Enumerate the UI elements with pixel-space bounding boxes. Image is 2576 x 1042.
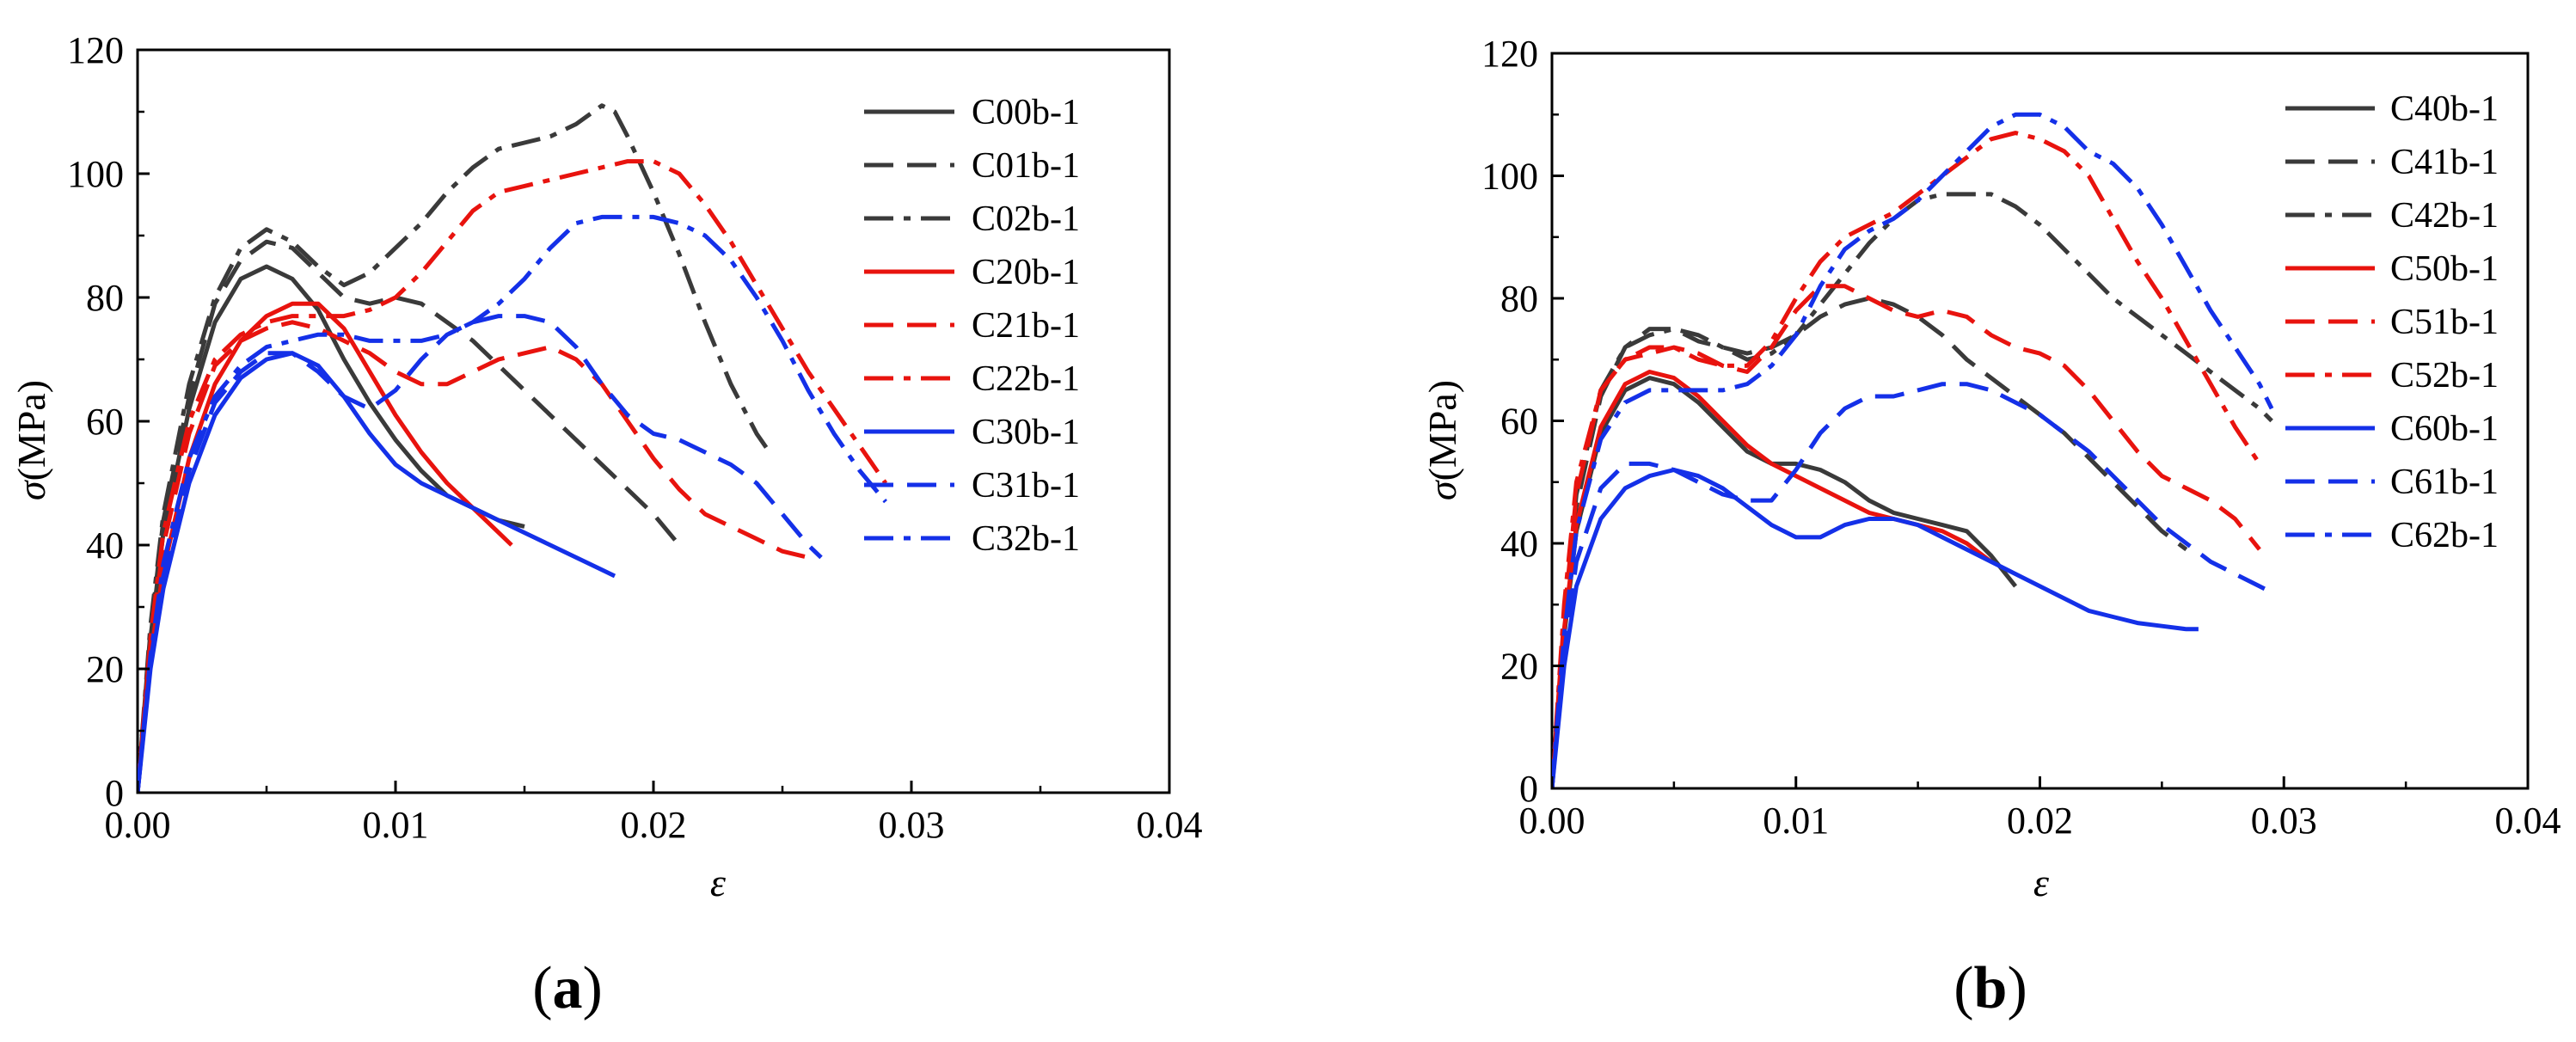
legend-label-C42b-1: C42b-1 — [2390, 196, 2499, 236]
panel-b-label: (b) — [1953, 955, 2027, 1021]
series-line-C60b-1 — [1552, 468, 2199, 788]
legend-label-C61b-1: C61b-1 — [2390, 463, 2499, 502]
panel-b-x-tick-label: 0.01 — [1763, 800, 1829, 842]
panel-b-x-tick-label: 0.04 — [2495, 800, 2561, 842]
legend-label-C31b-1: C31b-1 — [972, 466, 1080, 506]
panel-b-y-axis-unit: (MPa) — [1420, 380, 1464, 481]
series-line-C51b-1 — [1552, 284, 2261, 788]
panel-b-legend: C40b-1 C41b-1 C42b-1 C50b-1 C51b-1 C52b-1 C60b… — [2285, 89, 2499, 555]
series-line-C02b-1 — [138, 103, 772, 793]
panel-a-x-tick-label: 0.04 — [1137, 804, 1203, 846]
legend-label-C02b-1: C02b-1 — [972, 199, 1080, 239]
legend-label-C51b-1: C51b-1 — [2390, 303, 2499, 342]
series-line-C01b-1 — [138, 239, 681, 793]
panel-b-y-tick-label: 120 — [1481, 33, 1538, 75]
panel-a-legend: C00b-1 C01b-1 C02b-1 C20b-1 C21b-1 C22b-1 C30b… — [864, 93, 1080, 559]
panel-a-y-axis-unit: (MPa) — [9, 380, 53, 481]
legend-label-C40b-1: C40b-1 — [2390, 89, 2499, 129]
legend-label-C01b-1: C01b-1 — [972, 146, 1080, 186]
legend-label-C52b-1: C52b-1 — [2390, 356, 2499, 395]
panel-b-y-axis-symbol: σ — [1420, 479, 1464, 500]
panel-a-x-tick-label: 0.00 — [105, 804, 171, 846]
panel-b-ticks-layer: 0.00 0.01 0.02 0.03 0.04 0 20 40 60 80 100 120 — [1481, 33, 2561, 842]
panel-b-x-tick-label: 0.02 — [2007, 800, 2073, 842]
legend-label-C62b-1: C62b-1 — [2390, 516, 2499, 555]
panel-a-y-axis-symbol: σ — [9, 479, 53, 500]
series-line-C62b-1 — [1552, 112, 2274, 788]
legend-label-C22b-1: C22b-1 — [972, 359, 1080, 399]
legend-label-C20b-1: C20b-1 — [972, 253, 1080, 292]
legend-label-C60b-1: C60b-1 — [2390, 409, 2499, 449]
panel-a-ticks-layer: 0.00 0.01 0.02 0.03 0.04 0 20 40 60 80 100 120 — [67, 29, 1203, 846]
panel-b-series-layer — [1552, 112, 2274, 788]
panel-b-y-tick-label: 40 — [1500, 523, 1538, 565]
panel-a-y-tick-label: 20 — [86, 648, 124, 690]
series-line-C52b-1 — [1552, 131, 2261, 788]
panel-a-y-tick-label: 40 — [86, 524, 124, 567]
legend-label-C41b-1: C41b-1 — [2390, 143, 2499, 182]
legend-label-C50b-1: C50b-1 — [2390, 249, 2499, 289]
series-line-C30b-1 — [138, 351, 616, 793]
panel-b-y-axis-title: σ(MPa) — [1420, 380, 1464, 500]
legend-label-C00b-1: C00b-1 — [972, 93, 1080, 132]
legend-label-C32b-1: C32b-1 — [972, 519, 1080, 559]
panel-a-y-tick-label: 0 — [105, 772, 124, 814]
panel-b-y-tick-label: 20 — [1500, 646, 1538, 688]
series-line-C41b-1 — [1552, 296, 2188, 788]
panel-a-x-axis-title: ε — [710, 861, 727, 904]
legend-label-C30b-1: C30b-1 — [972, 413, 1080, 452]
panel-a-label: (a) — [532, 955, 603, 1021]
panel-b-x-tick-label: 0.00 — [1519, 800, 1585, 842]
panel-b-y-tick-label: 60 — [1500, 401, 1538, 443]
panel-a-x-tick-label: 0.03 — [879, 804, 945, 846]
panel-b-y-tick-label: 80 — [1500, 278, 1538, 320]
panel-a-y-tick-label: 120 — [67, 29, 124, 71]
series-line-C32b-1 — [138, 214, 887, 793]
panel-b-y-tick-label: 0 — [1519, 768, 1538, 810]
panel-a-x-tick-label: 0.01 — [363, 804, 429, 846]
panel-a-series-layer — [138, 103, 888, 793]
panel-b-x-axis-title: ε — [2033, 861, 2050, 904]
series-line-C22b-1 — [138, 159, 888, 793]
panel-a-y-tick-label: 60 — [86, 401, 124, 443]
panel-b-y-tick-label: 100 — [1481, 156, 1538, 198]
panel-a-y-tick-label: 100 — [67, 153, 124, 195]
series-line-C61b-1 — [1552, 382, 2273, 788]
panel-b-x-tick-label: 0.03 — [2251, 800, 2317, 842]
series-line-C21b-1 — [138, 320, 809, 793]
legend-label-C21b-1: C21b-1 — [972, 306, 1080, 346]
panel-a-y-tick-label: 80 — [86, 277, 124, 319]
panel-a-x-tick-label: 0.02 — [621, 804, 687, 846]
panel-a-y-axis-title: σ(MPa) — [9, 380, 53, 500]
